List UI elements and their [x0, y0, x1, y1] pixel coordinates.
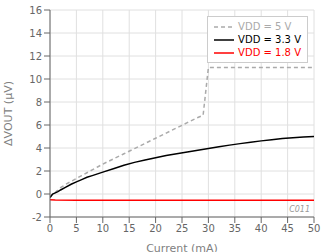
svg-text:-2: -2	[32, 212, 42, 223]
svg-text:25: 25	[176, 223, 189, 234]
svg-text:30: 30	[202, 223, 215, 234]
svg-text:10: 10	[96, 223, 109, 234]
svg-text:10: 10	[29, 74, 42, 85]
svg-text:Current (mA): Current (mA)	[146, 242, 218, 252]
svg-text:ΔVOUT (μV): ΔVOUT (μV)	[8, 81, 15, 146]
svg-text:40: 40	[255, 223, 268, 234]
svg-text:35: 35	[228, 223, 241, 234]
svg-text:6: 6	[36, 120, 42, 131]
html-text:VDD = 5 V: VDD = 5 V	[238, 21, 292, 32]
svg-text:12: 12	[29, 51, 42, 62]
svg-text:4: 4	[36, 143, 42, 154]
svg-text:5: 5	[73, 223, 79, 234]
html-text:C011: C011	[289, 205, 310, 214]
svg-text:0: 0	[47, 223, 53, 234]
html-text:VDD = 1.8 V: VDD = 1.8 V	[238, 47, 301, 58]
svg-text:45: 45	[281, 223, 294, 234]
svg-text:20: 20	[149, 223, 162, 234]
svg-text:0: 0	[36, 189, 42, 200]
svg-text:2: 2	[36, 166, 42, 177]
svg-text:50: 50	[308, 223, 318, 234]
html-text:VDD = 3.3 V: VDD = 3.3 V	[238, 34, 301, 45]
svg-text:14: 14	[29, 28, 42, 39]
svg-text:8: 8	[36, 97, 42, 108]
svg-text:16: 16	[29, 5, 42, 16]
svg-text:15: 15	[123, 223, 136, 234]
